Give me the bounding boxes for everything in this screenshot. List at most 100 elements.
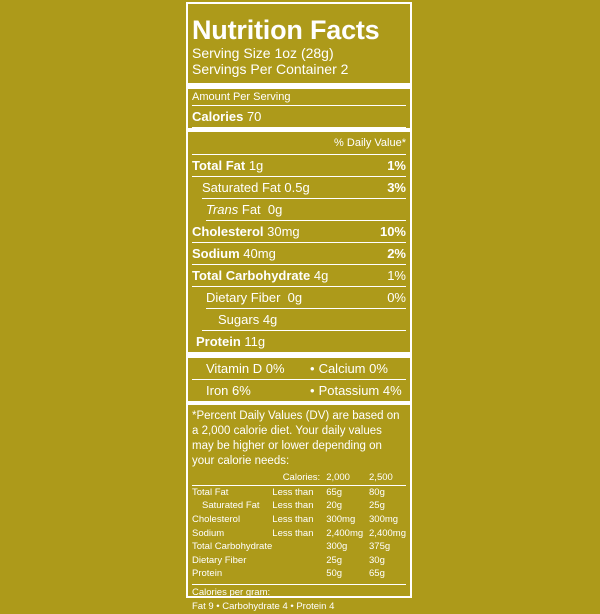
nutrient-label: Total Carbohydrate xyxy=(192,268,311,283)
amount-per-serving: Amount Per Serving xyxy=(192,89,406,106)
table-cell: 30g xyxy=(369,554,385,566)
nutrient-amount: 1g xyxy=(248,158,264,173)
nutrient-row-saturated-fat: Saturated Fat 0.5g 3% xyxy=(202,177,406,199)
nutrient-row-trans-fat: Trans Fat 0g xyxy=(206,199,406,221)
table-row: Total Fat Less than 65g 80g xyxy=(192,485,406,499)
table-row: Sodium Less than 2,400mg 2,400mg xyxy=(192,526,406,540)
nutrient-amount: 4g xyxy=(313,268,329,283)
nutrient-label: Sodium xyxy=(192,246,240,261)
nutrient-row-dietary-fiber: Dietary Fiber 0g 0% xyxy=(206,287,406,309)
table-row: Protein 50g 65g xyxy=(192,567,406,581)
nutrient-label: Total Fat xyxy=(192,158,246,173)
daily-value-header: % Daily Value* xyxy=(192,132,406,155)
table-cell: Less than xyxy=(272,500,314,512)
table-row: Dietary Fiber 25g 30g xyxy=(192,554,406,568)
table-cell: Cholesterol xyxy=(192,514,241,526)
nutrient-amount: 0.5g xyxy=(284,180,310,195)
nutrient-label: Trans xyxy=(206,202,239,217)
vitamin-right: Calcium 0% xyxy=(318,361,388,376)
calories-per-gram: Calories per gram: Fat 9 • Carbohydrate … xyxy=(192,583,406,614)
table-cell: 25g xyxy=(326,554,343,566)
table-cell: Dietary Fiber xyxy=(192,554,247,566)
table-row: Cholesterol Less than 300mg 300mg xyxy=(192,513,406,527)
bullet-separator: • xyxy=(310,383,315,398)
nutrient-row-protein: Protein 11g xyxy=(192,331,406,352)
table-header-row: Calories: 2,000 2,500 xyxy=(192,471,406,486)
table-cell xyxy=(272,567,326,581)
table-row: Saturated Fat Less than 20g 25g xyxy=(192,499,406,513)
nutrient-row-cholesterol: Cholesterol 30mg 10% xyxy=(192,221,406,243)
table-cell: 2,400mg xyxy=(326,527,364,539)
nutrient-dv: 0% xyxy=(387,290,406,305)
vitamin-right: Potassium 4% xyxy=(318,383,402,398)
nutrient-label: Saturated Fat xyxy=(202,180,281,195)
table-cell: 2,400mg xyxy=(369,527,406,539)
bullet-separator: • xyxy=(310,361,315,376)
nutrient-amount: 0g xyxy=(267,202,283,217)
serving-size: Serving Size 1oz (28g) xyxy=(192,45,334,61)
nutrient-dv: 1% xyxy=(387,158,406,173)
table-cell: Less than xyxy=(272,514,314,526)
table-cell: 80g xyxy=(369,486,385,498)
nutrient-label: Sugars xyxy=(218,312,260,327)
nutrient-row-sugars: Sugars 4g xyxy=(202,309,406,331)
nutrient-amount: 11g xyxy=(244,334,266,349)
nutrition-facts-panel: Nutrition Facts Serving Size 1oz (28g) S… xyxy=(186,2,412,612)
table-cell: 300mg xyxy=(369,514,399,526)
table-cell: Calories: xyxy=(272,471,327,486)
calories-per-gram-label: Calories per gram: xyxy=(192,586,271,598)
vitamin-left: Vitamin D 0% xyxy=(206,361,285,376)
table-cell: Sodium xyxy=(192,527,225,539)
table-cell: Saturated Fat xyxy=(202,500,260,512)
table-cell: Protein xyxy=(192,568,223,580)
nutrient-label: Cholesterol xyxy=(192,224,264,239)
table-cell: 20g xyxy=(326,500,343,512)
table-cell: 300mg xyxy=(326,514,356,526)
medium-rule xyxy=(188,128,410,132)
daily-values-table: Calories: 2,000 2,500 Total Fat Less tha… xyxy=(192,471,406,581)
calories-row: Calories 70 xyxy=(192,106,406,128)
nutrient-label: Dietary Fiber xyxy=(206,290,281,305)
table-cell: 65g xyxy=(369,568,385,580)
calories-value: 70 xyxy=(246,109,262,124)
table-cell: Less than xyxy=(272,486,314,498)
vitamin-left: Iron 6% xyxy=(206,383,251,398)
nutrient-dv: 3% xyxy=(387,180,406,195)
table-cell: 2,500 xyxy=(369,471,406,486)
calories-label: Calories xyxy=(192,109,244,124)
table-cell: 50g xyxy=(326,568,343,580)
table-cell xyxy=(192,471,273,486)
nutrient-amount: 30mg xyxy=(267,224,300,239)
thick-rule xyxy=(188,352,410,358)
table-cell: 375g xyxy=(369,541,391,553)
vitamin-row: Iron 6% • Potassium 4% xyxy=(192,380,406,401)
nutrient-amount: 0g xyxy=(287,290,303,305)
title: Nutrition Facts xyxy=(192,15,380,45)
table-cell: Total Fat xyxy=(192,486,229,498)
footnote: *Percent Daily Values (DV) are based on … xyxy=(192,410,400,467)
table-cell: 65g xyxy=(326,486,343,498)
nutrient-row-total-fat: Total Fat 1g 1% xyxy=(192,155,406,177)
nutrient-row-sodium: Sodium 40mg 2% xyxy=(192,243,406,265)
thick-rule xyxy=(188,83,410,89)
table-cell: Less than xyxy=(272,527,314,539)
servings-per-container: Servings Per Container 2 xyxy=(192,61,349,77)
nutrient-amount: 4g xyxy=(262,312,278,327)
table-cell: 25g xyxy=(369,500,385,512)
table-cell: 2,000 xyxy=(326,471,370,486)
nutrient-amount: 40mg xyxy=(243,246,276,261)
nutrient-dv: 10% xyxy=(379,224,406,239)
nutrient-dv: 1% xyxy=(387,268,406,283)
medium-rule xyxy=(188,401,410,405)
nutrient-label: Protein xyxy=(196,334,241,349)
nutrient-row-total-carbohydrate: Total Carbohydrate 4g 1% xyxy=(192,265,406,287)
table-cell: 300g xyxy=(326,541,348,553)
table-cell xyxy=(272,554,326,568)
table-cell xyxy=(272,540,326,554)
table-cell: Total Carbohydrate xyxy=(192,541,273,553)
nutrient-dv: 2% xyxy=(387,246,406,261)
table-row: Total Carbohydrate 300g 375g xyxy=(192,540,406,554)
vitamin-row: Vitamin D 0% • Calcium 0% xyxy=(192,358,406,380)
calories-per-gram-values: Fat 9 • Carbohydrate 4 • Protein 4 xyxy=(192,600,335,612)
nutrient-label-suffix: Fat xyxy=(241,202,261,217)
